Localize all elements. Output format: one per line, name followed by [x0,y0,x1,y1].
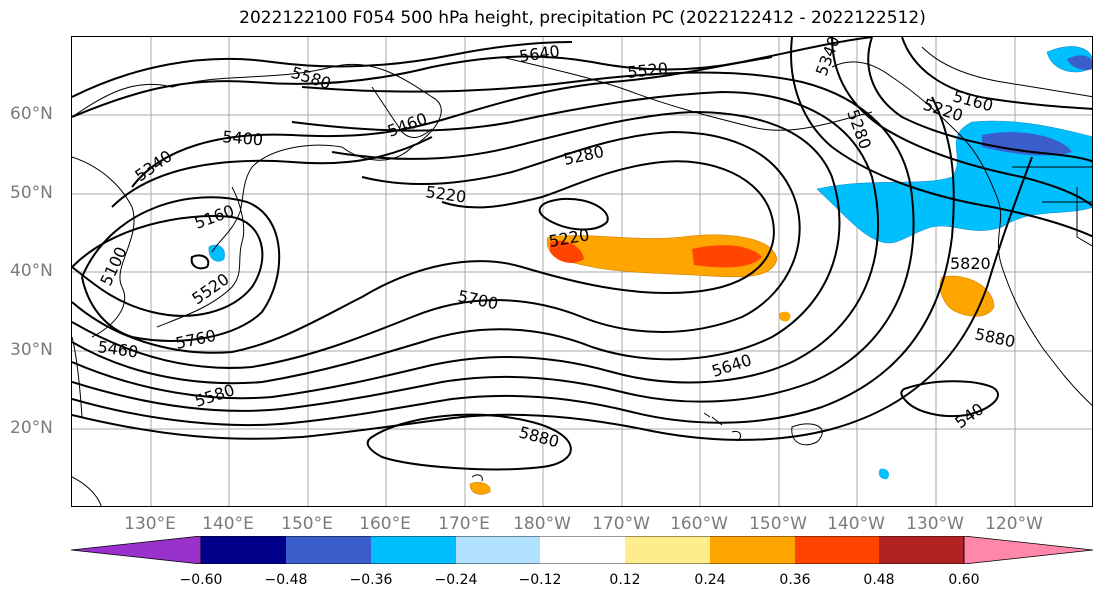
lon-label: 170°E [438,514,490,534]
colorbar-extend-high [963,536,1093,564]
colorbar-extend-low [71,536,202,564]
contour-label: 5700 [456,286,500,313]
lat-label-40n: 40°N [10,261,53,281]
contour-label: 5880 [973,324,1017,351]
contour-label: 5580 [192,380,237,411]
colorbar-tick: 0.24 [694,572,726,588]
height-contours [72,37,1092,471]
colorbar [71,536,1093,564]
contour-label: 5820 [950,254,991,273]
map-canvas: 5640 5580 5520 5340 5280 5160 5220 5400 … [72,37,1092,506]
lon-label: 140°E [202,514,254,534]
lon-label: 150°W [749,514,807,534]
colorbar-segment [540,536,625,564]
lat-label-60n: 60°N [10,104,53,124]
lon-label: 160°E [359,514,411,534]
lon-label: 150°E [281,514,333,534]
colorbar-tick: −0.36 [349,572,393,588]
colorbar-segment [456,536,540,564]
contour-label: 5340 [812,37,844,78]
contour-label: 5100 [96,244,130,289]
contour-labels: 5640 5580 5520 5340 5280 5160 5220 5400 … [96,37,1017,451]
contour-label: 5520 [188,269,232,308]
contour-label: 5580 [289,63,334,94]
colorbar-segment [371,536,456,564]
contour-label: 5160 [192,201,237,233]
colorbar-tick: −0.24 [434,572,478,588]
contour-label: 540 [951,399,987,432]
contour-label: 5280 [562,142,606,169]
colorbar-segment [879,536,964,564]
colorbar-tick: −0.12 [518,572,562,588]
map-title: 2022122100 F054 500 hPa height, precipit… [239,8,926,28]
colorbar-tick: 0.12 [609,572,641,588]
colorbar-tick: 0.36 [779,572,811,588]
contour-label: 5220 [424,182,467,206]
colorbar-segment [710,536,795,564]
colorbar-tick: −0.48 [264,572,308,588]
colorbar-segment [201,536,286,564]
lat-label-50n: 50°N [10,183,53,203]
lon-label: 130°E [124,514,176,534]
contour-label: 5520 [626,59,668,82]
colorbar-tick: −0.60 [179,572,223,588]
lon-label: 160°W [670,514,728,534]
map-panel: 5640 5580 5520 5340 5280 5160 5220 5400 … [71,36,1093,507]
contour-label: 5880 [517,423,561,452]
colorbar-tick: 0.60 [948,572,980,588]
lon-label: 140°W [827,514,885,534]
colorbar-tick: 0.48 [863,572,895,588]
lat-label-30n: 30°N [10,340,53,360]
lon-label: 120°W [985,514,1043,534]
lon-label: 170°W [592,514,650,534]
contour-label: 5400 [222,127,264,149]
contour-label: 5280 [843,107,875,152]
lat-label-20n: 20°N [10,418,53,438]
colorbar-segment [625,536,710,564]
colorbar-segment [795,536,879,564]
lon-label: 130°W [906,514,964,534]
lon-label: 180°W [513,514,571,534]
colorbar-segment [286,536,371,564]
contour-label: 5760 [174,326,218,353]
